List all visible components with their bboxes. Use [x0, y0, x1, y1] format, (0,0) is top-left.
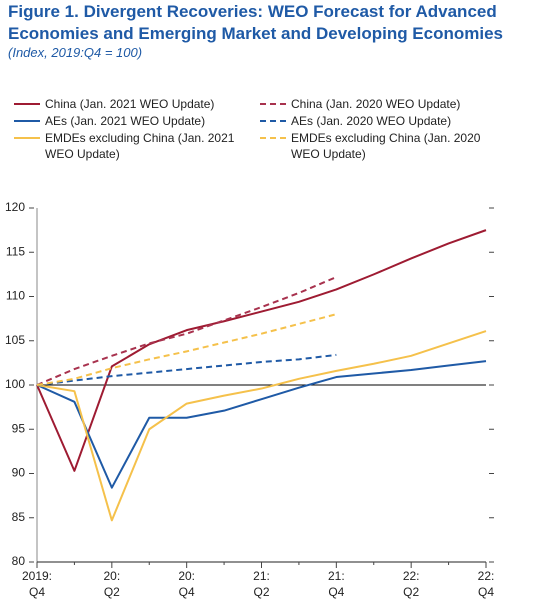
series-line [36, 313, 337, 386]
x-tick-label: 20: Q4 [178, 569, 195, 599]
x-tick-label: 21: Q4 [327, 569, 345, 599]
x-tick-label: 2019: Q4 [21, 569, 53, 599]
series-line [36, 353, 337, 386]
series-line [36, 330, 487, 522]
series-line [36, 229, 487, 472]
x-tick-label: 22: Q2 [402, 569, 420, 599]
series-line [36, 360, 487, 489]
legend-label: EMDEs excluding China (Jan. 2020 WEO Upd… [291, 131, 481, 161]
y-tick-label: 80 [12, 554, 26, 568]
y-tick-label: 90 [12, 466, 26, 480]
y-tick-label: 120 [5, 200, 25, 214]
legend-label: EMDEs excluding China (Jan. 2021 WEO Upd… [45, 131, 235, 161]
y-tick-label: 105 [5, 333, 25, 347]
y-tick-label: 85 [12, 510, 26, 524]
y-tick-label: 110 [6, 289, 25, 303]
y-tick-label: 100 [5, 377, 25, 391]
series-line [36, 276, 337, 386]
y-tick-label: 95 [12, 421, 26, 435]
x-tick-label: 22: Q4 [477, 569, 495, 599]
legend-label: AEs (Jan. 2021 WEO Update) [45, 114, 206, 128]
legend-label: China (Jan. 2021 WEO Update) [45, 97, 215, 111]
chart-title: Figure 1. Divergent Recoveries: WEO Fore… [8, 2, 504, 43]
x-tick-label: 21: Q2 [253, 569, 270, 599]
legend-label: China (Jan. 2020 WEO Update) [291, 97, 461, 111]
legend-label: AEs (Jan. 2020 WEO Update) [291, 114, 452, 128]
x-tick-label: 20: Q2 [103, 569, 121, 599]
chart-subtitle: (Index, 2019:Q4 = 100) [8, 45, 143, 60]
y-tick-label: 115 [6, 244, 25, 258]
